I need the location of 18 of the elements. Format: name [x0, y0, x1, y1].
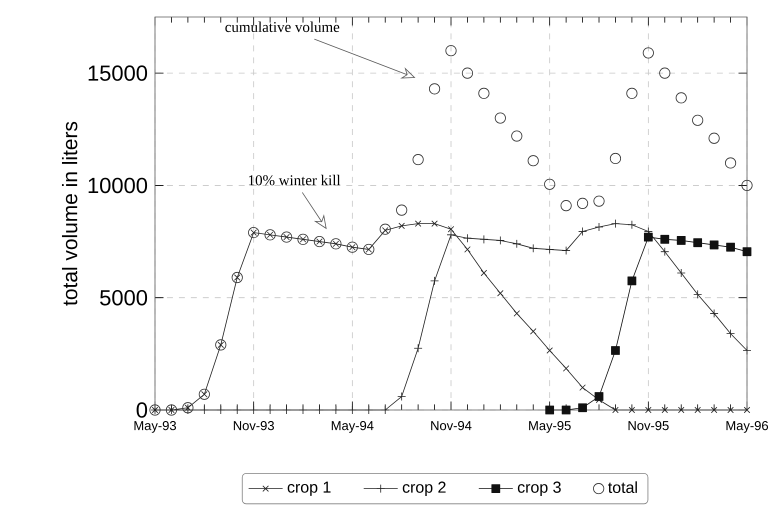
x-tick-label: May-96 [726, 421, 768, 433]
y-tick-label: 15000 [88, 65, 148, 81]
x-tick-label: May-95 [529, 421, 571, 433]
legend-label: total [608, 481, 637, 494]
legend-label: crop 2 [402, 482, 446, 496]
annotation: cumulative volume [225, 22, 340, 32]
annotation: 10% winter kill [248, 174, 340, 186]
y-tick-label: 0 [136, 402, 148, 418]
x-tick-label: Nov-94 [431, 421, 472, 430]
y-tick-label: 10000 [88, 178, 148, 194]
legend-label: crop 3 [518, 482, 561, 496]
x-tick-label: Nov-95 [628, 421, 669, 430]
y-tick-label: 5000 [100, 290, 148, 306]
x-tick-label: Nov-93 [234, 421, 274, 430]
y-axis-title: total volume in liters [62, 122, 78, 306]
x-tick-label: May-93 [134, 421, 176, 433]
x-tick-label: May-94 [332, 421, 374, 433]
legend-label: crop 1 [288, 482, 331, 496]
